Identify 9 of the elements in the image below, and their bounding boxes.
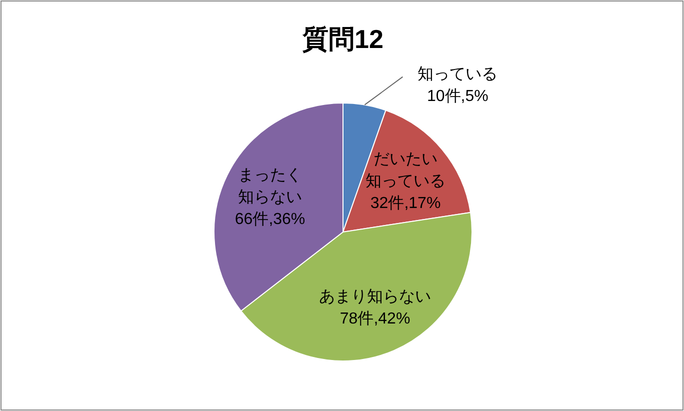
data-label: 32件,17% (370, 195, 441, 212)
data-label: 10件,5% (426, 88, 488, 105)
data-label: 66件,36% (234, 211, 306, 228)
slice-label: まったく知らない (238, 167, 302, 206)
slice-label: あまり知らない (319, 288, 432, 306)
data-label: 78件,42% (340, 310, 410, 328)
chart-title: 質問12 (302, 24, 384, 54)
slice-label: だいたい知っている (366, 151, 446, 190)
slice-label: 知っている (418, 66, 498, 83)
